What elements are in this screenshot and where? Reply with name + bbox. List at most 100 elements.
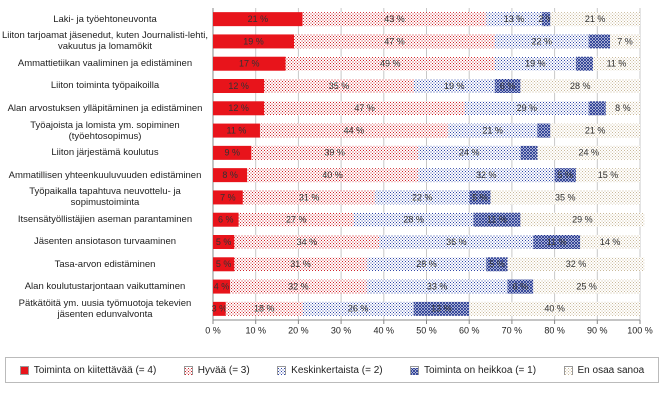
- data-label: 49 %: [380, 59, 401, 69]
- bar-segment: [366, 279, 508, 294]
- bar-segment: [234, 235, 380, 249]
- legend-item: Toiminta on kiitettävää (= 4): [19, 365, 156, 376]
- bar-segment: [507, 257, 645, 272]
- legend-swatch: [563, 365, 573, 375]
- category-label: Itsensätyöllistäjien aseman parantaminen: [17, 214, 193, 226]
- swatch-fill: [184, 367, 192, 375]
- x-tick-label: 30 %: [331, 325, 352, 335]
- data-label: 26 %: [348, 304, 369, 314]
- data-label: 11 %: [487, 215, 507, 225]
- data-label: 31 %: [290, 259, 311, 269]
- data-label: 35 %: [329, 81, 350, 91]
- bar-segment: [259, 123, 448, 138]
- data-label: 24 %: [459, 148, 480, 158]
- swatch-fill: [564, 367, 572, 375]
- data-label: 40 %: [544, 304, 565, 314]
- data-label: 43 %: [384, 14, 405, 24]
- bar-segment: [225, 301, 303, 316]
- category-label: Jäsenten ansiotason turvaaminen: [33, 236, 177, 248]
- data-label: 34 %: [297, 237, 318, 247]
- bar-segment: [490, 190, 640, 205]
- bar-segment: [610, 34, 640, 49]
- data-label: 14 %: [600, 237, 621, 247]
- category-label: Laki- ja työehtoneuvonta: [53, 13, 157, 25]
- bar-segment: [366, 257, 487, 272]
- data-label: 3 %: [212, 304, 228, 314]
- data-label: 21 %: [585, 125, 606, 135]
- bar-segment: [469, 301, 640, 316]
- bar-segment: [302, 12, 487, 27]
- bar-segment: [588, 34, 611, 49]
- data-label: 7 %: [617, 36, 633, 46]
- bar-segment: [417, 168, 555, 183]
- data-label: 31 %: [299, 192, 320, 202]
- data-label: 44 %: [344, 125, 365, 135]
- bar-segment: [469, 190, 491, 205]
- data-label: 6 %: [218, 215, 234, 225]
- legend-item: Toiminta on heikkoa (= 1): [410, 365, 536, 376]
- bar-segment: [230, 279, 367, 294]
- data-label: 19 %: [444, 81, 465, 91]
- data-label: 33 %: [427, 281, 448, 291]
- bar-segment: [554, 168, 576, 183]
- x-tick-label: 90 %: [587, 325, 608, 335]
- bar-segment: [537, 145, 640, 160]
- bar-segment: [486, 12, 542, 27]
- legend-label: Toiminta on heikkoa (= 1): [424, 364, 537, 376]
- data-label: 21 %: [248, 14, 269, 24]
- data-label: 11 %: [607, 59, 627, 69]
- data-label: 35 %: [555, 192, 576, 202]
- bar-segment: [213, 212, 239, 227]
- data-label: 24 %: [579, 148, 600, 158]
- bar-segment: [375, 190, 470, 205]
- bar-segment: [213, 279, 231, 294]
- category-label: Ammattietiikan vaaliminen ja edistäminen: [17, 58, 193, 70]
- bar-segment: [575, 168, 640, 183]
- data-label: 22 %: [412, 192, 433, 202]
- data-label: 40 %: [322, 170, 343, 180]
- legend-swatch: [183, 365, 193, 375]
- data-label: 19 %: [243, 36, 264, 46]
- data-label: 6 %: [500, 81, 516, 91]
- swatch-rect: [184, 367, 192, 375]
- swatch-fill: [411, 367, 419, 375]
- bar-segment: [213, 301, 226, 316]
- bar-segment: [213, 34, 295, 49]
- bar-segment: [580, 235, 640, 249]
- category-label: Liiton tarjoamat jäsenedut, kuten Journa…: [2, 30, 208, 53]
- data-label: 27 %: [286, 215, 307, 225]
- data-label: 28 %: [403, 215, 424, 225]
- data-label: 2 %: [538, 14, 554, 24]
- data-label: 8 %: [222, 170, 238, 180]
- x-tick-label: 0 %: [205, 325, 221, 335]
- data-label: 6 %: [513, 281, 529, 291]
- x-tick-label: 20 %: [288, 325, 309, 335]
- data-label: 13 %: [504, 14, 525, 24]
- bar-segment: [494, 34, 589, 49]
- bar-segment: [242, 190, 376, 205]
- legend-item: Hyvää (= 3): [183, 365, 250, 376]
- data-label: 36 %: [446, 237, 467, 247]
- bar-segment: [550, 123, 640, 138]
- data-label: 39 %: [324, 148, 345, 158]
- bar-segment: [494, 79, 521, 93]
- category-label: Tasa-arvon edistäminen: [54, 258, 156, 270]
- legend: Toiminta on kiitettävää (= 4) Hyvää (= 3)…: [5, 357, 659, 383]
- legend-label: En osaa sanoa: [577, 364, 645, 376]
- data-label: 22 %: [532, 36, 553, 46]
- data-label: 21 %: [585, 14, 606, 24]
- category-label: Ammatillisen yhteenkuuluvuuden edistämin…: [8, 169, 202, 181]
- data-label: 5 %: [216, 237, 232, 247]
- bar-segment: [593, 56, 640, 71]
- bar-segment: [575, 56, 594, 71]
- data-label: 21 %: [482, 125, 503, 135]
- data-label: 7 %: [220, 192, 236, 202]
- data-label: 18 %: [254, 304, 275, 314]
- bar-segment: [264, 101, 465, 116]
- bar-segment: [294, 34, 495, 49]
- x-tick-label: 70 %: [502, 325, 523, 335]
- legend-swatch: [410, 365, 420, 375]
- bar-segment: [247, 168, 418, 183]
